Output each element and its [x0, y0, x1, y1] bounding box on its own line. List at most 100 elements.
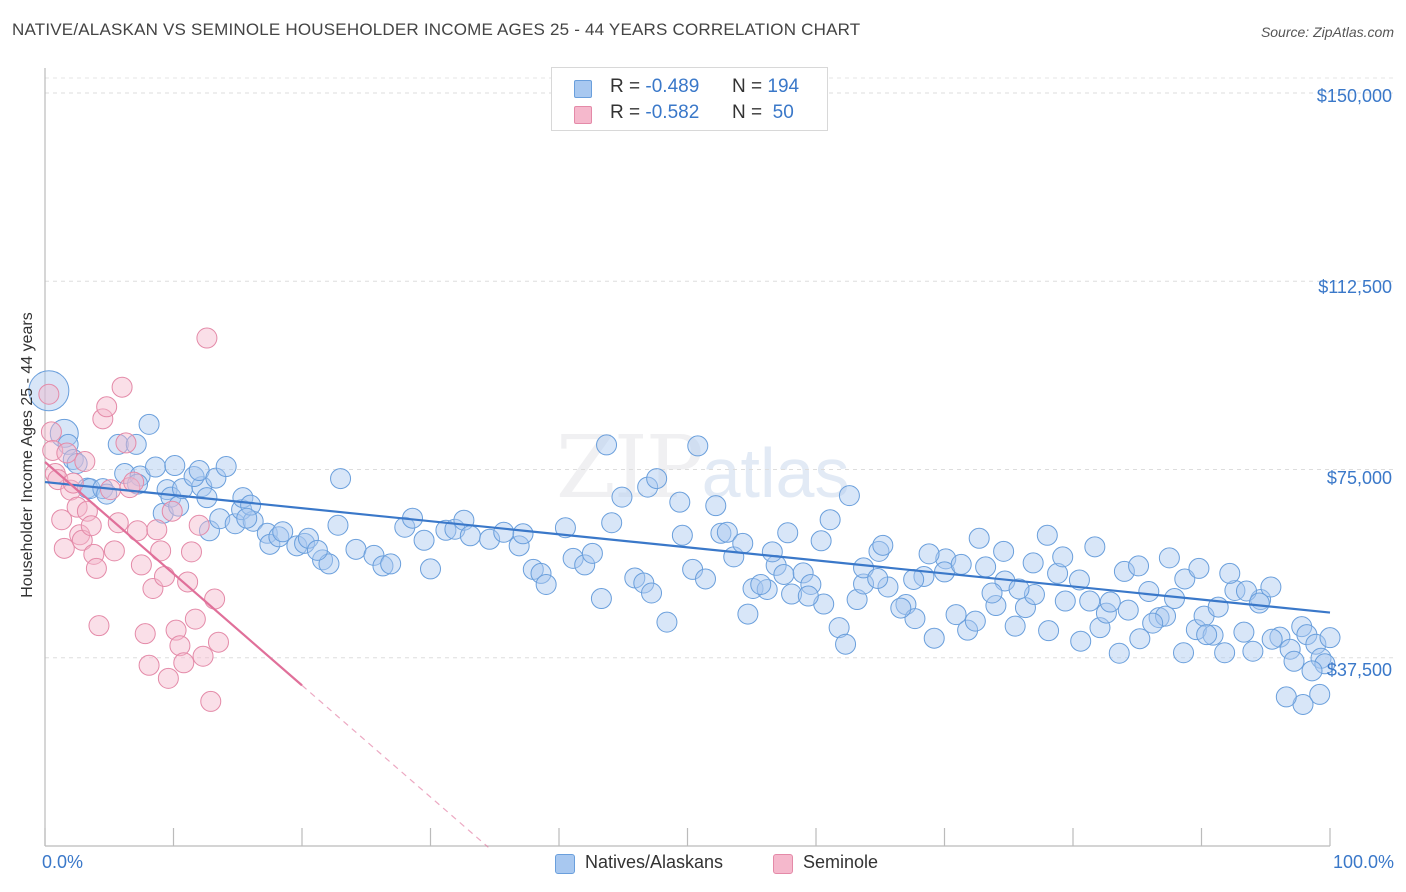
legend-swatch-seminole [773, 854, 793, 874]
seminole-point [92, 408, 114, 430]
natives-point [923, 627, 945, 649]
natives-point [1196, 624, 1218, 646]
natives-r: R = -0.489 [610, 76, 699, 98]
natives-point [272, 521, 294, 543]
natives-point [380, 553, 402, 575]
seminole-point [111, 376, 133, 398]
natives-point [846, 589, 868, 611]
natives-point [590, 588, 612, 610]
seminole-point [96, 396, 118, 418]
seminole-point [165, 619, 187, 641]
natives-point [1004, 615, 1026, 637]
natives-point [671, 524, 693, 546]
natives-point [611, 486, 633, 508]
seminole-point [134, 623, 156, 645]
stats-legend-box: R = -0.489 N = 194 R = -0.582 N = 50 [551, 67, 828, 131]
seminole-point [53, 537, 75, 559]
natives-point [601, 512, 623, 534]
natives-point [750, 573, 772, 595]
natives-point [363, 544, 385, 566]
natives-point [1309, 683, 1331, 705]
natives-point [330, 468, 352, 490]
natives-point [312, 549, 334, 571]
seminole-point [42, 439, 64, 461]
natives-point [372, 555, 394, 577]
natives-point [646, 468, 668, 490]
natives-point [581, 542, 603, 564]
natives-point [993, 540, 1015, 562]
natives-point [1117, 599, 1139, 621]
legend-item-natives[interactable]: Natives/Alaskans [555, 850, 755, 878]
natives-point [1014, 597, 1036, 619]
natives-point [761, 541, 783, 563]
watermark-zip: ZIP [556, 418, 704, 518]
natives-point [1155, 605, 1177, 627]
natives-point [810, 530, 832, 552]
seminole-point [107, 512, 129, 534]
natives-point [327, 514, 349, 536]
y-axis-label: Householder Income Ages 25 - 44 years [19, 312, 36, 598]
seminole-point [88, 615, 110, 637]
natives-point [530, 562, 552, 584]
natives-point [596, 434, 618, 456]
natives-point [1173, 642, 1195, 664]
natives-point [413, 529, 435, 551]
natives-point [306, 539, 328, 561]
natives-point [828, 617, 850, 639]
natives-point [1038, 620, 1060, 642]
natives-point [1148, 607, 1170, 629]
natives-point [950, 553, 972, 575]
natives-n-value: 194 [767, 76, 800, 97]
seminole-trend-extension [301, 684, 489, 848]
natives-point [479, 528, 501, 550]
seminole-point [150, 540, 172, 562]
natives-point [732, 532, 754, 554]
natives-point [1188, 557, 1210, 579]
natives-point [867, 567, 889, 589]
trend-lines [44, 461, 1331, 848]
seminole-point [157, 667, 179, 689]
natives-point [1022, 552, 1044, 574]
bottom-legend: Natives/Alaskans Seminole [0, 850, 1406, 878]
seminole-point [56, 442, 78, 464]
natives-point [240, 494, 262, 516]
natives-point [792, 562, 814, 584]
axes [44, 68, 1331, 847]
stats-row-seminole: R = -0.582 N = 50 [552, 102, 827, 128]
natives-n: N = 194 [732, 76, 799, 98]
legend-item-seminole[interactable]: Seminole [773, 850, 903, 878]
seminole-point [103, 540, 125, 562]
natives-point [737, 603, 759, 625]
natives-point [819, 509, 841, 531]
natives-point [1099, 591, 1121, 613]
natives-point [872, 534, 894, 556]
y-tick-label-37500: $37,500 [1326, 660, 1392, 680]
natives-point [781, 583, 803, 605]
natives-point [1068, 569, 1090, 591]
natives-point [903, 568, 925, 590]
natives-point [1260, 576, 1282, 598]
natives-point [1301, 660, 1323, 682]
seminole-point [130, 554, 152, 576]
natives-point [107, 433, 129, 455]
natives-r-label: R = [610, 76, 641, 97]
natives-point [1235, 580, 1257, 602]
natives-point [981, 582, 1003, 604]
natives-point [904, 608, 926, 630]
natives-point [890, 597, 912, 619]
natives-point [656, 611, 678, 633]
natives-point [1185, 619, 1207, 641]
seminole-point [51, 509, 73, 531]
natives-point [508, 535, 530, 557]
natives-point [574, 554, 596, 576]
natives-point [1138, 581, 1160, 603]
natives-point [459, 525, 481, 547]
seminole-point [127, 520, 149, 542]
natives-point [28, 370, 70, 412]
natives-point [838, 485, 860, 507]
y-tick-label-112500: $112,500 [1318, 277, 1392, 297]
seminole-point [69, 524, 91, 546]
seminole-n-label: N = [732, 102, 763, 123]
natives-point [435, 519, 457, 541]
seminole-point [62, 472, 84, 494]
